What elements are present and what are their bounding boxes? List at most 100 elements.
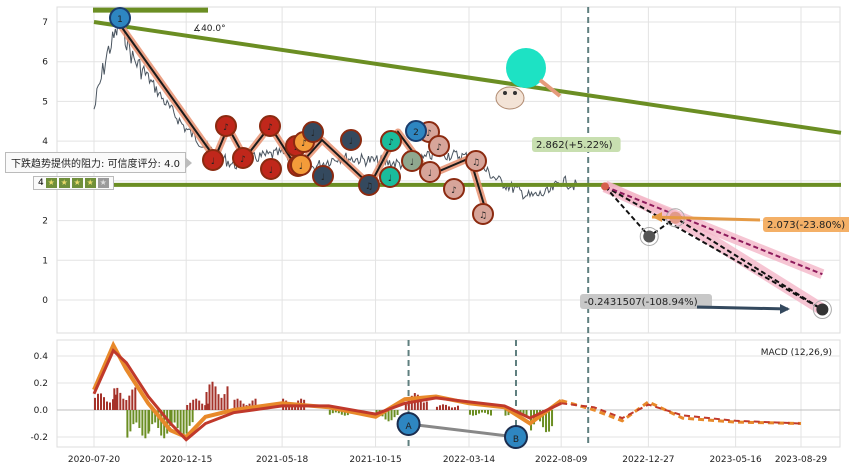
resistance-tooltip: 下跌趋势提供的阻力: 可信度评分: 4.0	[5, 152, 192, 173]
target-down-label-bg	[580, 294, 712, 309]
note-marker	[472, 203, 494, 225]
divergence-marker-circle	[396, 412, 421, 436]
macd-hist-bar	[97, 393, 99, 410]
target-down-arrow	[696, 305, 789, 311]
macd-hist-bar	[195, 398, 198, 410]
macd-hist-bar	[176, 410, 179, 428]
note-marker	[260, 158, 282, 180]
macd-hist-bar	[447, 406, 450, 410]
y-tick-label: 0	[42, 296, 48, 306]
macd-hist-bar	[94, 397, 96, 410]
note-marker	[465, 150, 487, 172]
x-tick-label: 2021-10-15	[349, 455, 401, 465]
note-marker-glyph: ♩	[388, 174, 392, 184]
trendline-resistance	[93, 20, 842, 135]
macd-hist-bar	[148, 410, 151, 432]
macd-hist-bar	[393, 410, 396, 418]
note-marker-glyph: ♪	[451, 186, 457, 196]
macd-hist-bar	[450, 407, 453, 410]
macd-hist-bar	[525, 410, 528, 416]
macd-hist-bar	[211, 381, 214, 410]
note-marker-glyph: ♪	[301, 139, 307, 149]
signal-line	[92, 348, 562, 442]
note-marker-glyph: ♩	[211, 157, 215, 167]
number-marker-label: 2	[413, 128, 419, 138]
forecast-ring	[639, 226, 659, 246]
macd-hist-bar	[486, 410, 489, 415]
macd-hist-bar	[182, 410, 185, 439]
star-icon: ★	[71, 178, 83, 188]
macd-hist-bar	[186, 405, 189, 410]
macd-hist-bar	[170, 410, 173, 425]
macd-hist-bar	[390, 410, 393, 421]
macd-hist-bar	[132, 410, 135, 425]
macd-hist-bar	[337, 410, 340, 414]
note-marker-glyph: ♩	[269, 166, 273, 176]
macd-hist-bar	[471, 410, 474, 416]
macd-hist-bar	[119, 392, 122, 410]
note-marker-glyph: ♫	[472, 158, 480, 168]
note-marker-glyph: ♫	[365, 182, 373, 192]
macd-hist-bar	[128, 395, 131, 410]
macd-y-tick-label: 0.0	[34, 406, 49, 416]
note-marker-glyph: ♩	[299, 162, 303, 172]
note-marker	[358, 174, 380, 196]
macd-hist-bar	[144, 410, 147, 439]
macd-hist-bar	[239, 400, 242, 410]
macd-hist-bar	[204, 405, 207, 410]
target-up-label-bg	[763, 217, 849, 232]
macd-hist-bar	[169, 410, 172, 426]
macd-hist-bar	[134, 387, 137, 410]
macd-hist-bar	[116, 387, 119, 410]
macd-hist-bar	[474, 410, 477, 416]
macd-hist-bar	[100, 393, 102, 410]
note-marker	[312, 165, 334, 187]
macd-hist-bar	[453, 407, 456, 410]
macd-hist-bar	[331, 410, 334, 414]
note-marker-glyph: ♪	[240, 155, 246, 165]
y-tick-label: 7	[42, 18, 48, 28]
macd-hist-bar	[507, 410, 510, 416]
macd-hist-bar	[135, 410, 138, 423]
macd-hist-bar	[444, 404, 447, 410]
macd-hist-bar	[160, 410, 163, 436]
note-marker	[380, 130, 402, 152]
note-marker	[202, 149, 224, 171]
forecast-ring	[812, 300, 832, 320]
y-tick-label: 4	[42, 137, 48, 147]
macd-hist-bar	[166, 410, 169, 434]
mascot-eye	[513, 91, 517, 95]
macd-hist-bar	[173, 410, 176, 423]
macd-hist-bar	[483, 410, 486, 413]
macd-hist-bar	[254, 398, 257, 410]
forecast-point	[816, 303, 829, 316]
macd-hist-bar	[438, 405, 441, 410]
macd-hist-bar	[522, 410, 525, 416]
macd-hist-bar	[545, 410, 548, 433]
macd-hist-bar	[404, 402, 407, 410]
arrow-head-icon	[780, 304, 790, 314]
note-marker-glyph: ♩	[321, 173, 325, 183]
macd-hist-bar	[141, 410, 144, 436]
macd-hist-bar	[188, 410, 191, 426]
macd-hist-bar	[217, 394, 220, 410]
macd-hist-bar	[220, 397, 223, 410]
macd-hist-bar	[387, 410, 390, 422]
note-marker	[232, 147, 254, 169]
macd-hist-bar	[441, 404, 444, 410]
note-marker-glyph: ♩	[410, 158, 414, 168]
target-down-label: -0.2431507(-108.94%)	[584, 297, 698, 308]
macd-hist-bar	[422, 402, 425, 410]
macd-hist-bar	[201, 403, 204, 410]
note-marker-glyph: ♪	[426, 129, 432, 139]
macd-hist-bar	[207, 403, 210, 410]
divergence-label: B	[513, 435, 519, 445]
x-tick-label: 2022-08-09	[535, 455, 588, 465]
note-marker	[340, 129, 362, 151]
macd-hist-bar	[138, 410, 141, 428]
divergence-label: A	[405, 422, 412, 432]
rating-value: 4	[38, 178, 44, 188]
note-marker	[379, 166, 401, 188]
macd-hist-bar	[154, 410, 157, 423]
macd-hist-bar	[192, 399, 195, 410]
